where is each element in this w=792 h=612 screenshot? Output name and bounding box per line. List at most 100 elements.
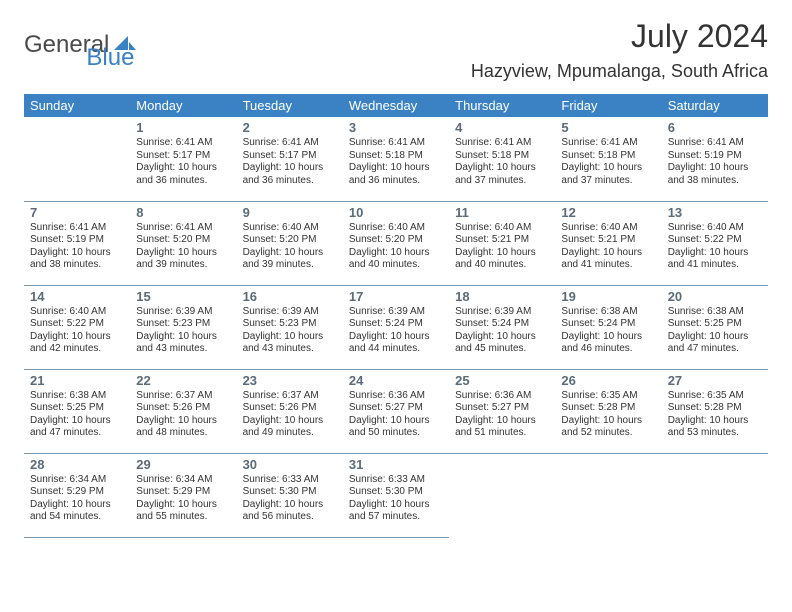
day-info-line: and 55 minutes. (136, 511, 230, 524)
day-info-line: and 46 minutes. (561, 343, 655, 356)
logo-text-blue: Blue (86, 44, 134, 72)
calendar-day-cell: 9Sunrise: 6:40 AMSunset: 5:20 PMDaylight… (237, 201, 343, 285)
dow-header: Thursday (449, 94, 555, 117)
day-number: 11 (455, 205, 549, 220)
day-number: 10 (349, 205, 443, 220)
day-info-line: Sunset: 5:26 PM (243, 402, 337, 415)
calendar-day-cell: 22Sunrise: 6:37 AMSunset: 5:26 PMDayligh… (130, 369, 236, 453)
calendar-day-cell: 29Sunrise: 6:34 AMSunset: 5:29 PMDayligh… (130, 453, 236, 537)
day-number: 28 (30, 457, 124, 472)
day-number: 8 (136, 205, 230, 220)
calendar-day-cell: 30Sunrise: 6:33 AMSunset: 5:30 PMDayligh… (237, 453, 343, 537)
day-info-line: and 41 minutes. (668, 259, 762, 272)
dow-header: Saturday (662, 94, 768, 117)
dow-header: Monday (130, 94, 236, 117)
day-info-line: Sunset: 5:24 PM (349, 318, 443, 331)
dow-header: Friday (555, 94, 661, 117)
calendar-day-cell: 8Sunrise: 6:41 AMSunset: 5:20 PMDaylight… (130, 201, 236, 285)
day-info-line: Sunrise: 6:33 AM (349, 474, 443, 487)
day-info-line: and 40 minutes. (349, 259, 443, 272)
calendar-day-cell: 19Sunrise: 6:38 AMSunset: 5:24 PMDayligh… (555, 285, 661, 369)
day-info-line: and 36 minutes. (243, 175, 337, 188)
calendar-empty-cell (449, 453, 555, 537)
day-info-line: and 36 minutes. (136, 175, 230, 188)
day-info-line: Daylight: 10 hours (243, 415, 337, 428)
day-number: 12 (561, 205, 655, 220)
day-info-line: Sunrise: 6:39 AM (349, 306, 443, 319)
day-info-line: Daylight: 10 hours (455, 247, 549, 260)
day-info-line: and 52 minutes. (561, 427, 655, 440)
location-text: Hazyview, Mpumalanga, South Africa (471, 61, 768, 82)
title-block: July 2024 Hazyview, Mpumalanga, South Af… (471, 18, 768, 82)
day-info-line: Sunset: 5:27 PM (455, 402, 549, 415)
calendar-day-cell: 21Sunrise: 6:38 AMSunset: 5:25 PMDayligh… (24, 369, 130, 453)
day-info-line: Daylight: 10 hours (668, 247, 762, 260)
calendar-day-cell: 4Sunrise: 6:41 AMSunset: 5:18 PMDaylight… (449, 117, 555, 201)
day-info-line: Daylight: 10 hours (136, 415, 230, 428)
day-number: 15 (136, 289, 230, 304)
day-info-line: Daylight: 10 hours (561, 415, 655, 428)
day-info-line: Sunset: 5:17 PM (243, 150, 337, 163)
day-info-line: Daylight: 10 hours (30, 499, 124, 512)
day-info-line: Daylight: 10 hours (243, 162, 337, 175)
day-info-line: Daylight: 10 hours (455, 415, 549, 428)
day-info-line: Daylight: 10 hours (349, 415, 443, 428)
day-info-line: Sunset: 5:23 PM (243, 318, 337, 331)
day-number: 30 (243, 457, 337, 472)
day-info-line: Daylight: 10 hours (561, 331, 655, 344)
day-number: 21 (30, 373, 124, 388)
day-info-line: Sunrise: 6:36 AM (349, 390, 443, 403)
day-info-line: and 37 minutes. (561, 175, 655, 188)
header: General Blue July 2024 Hazyview, Mpumala… (0, 0, 792, 86)
day-info-line: and 49 minutes. (243, 427, 337, 440)
day-info-line: Sunset: 5:20 PM (349, 234, 443, 247)
day-info-line: and 40 minutes. (455, 259, 549, 272)
calendar-day-cell: 14Sunrise: 6:40 AMSunset: 5:22 PMDayligh… (24, 285, 130, 369)
day-number: 26 (561, 373, 655, 388)
calendar-day-cell: 10Sunrise: 6:40 AMSunset: 5:20 PMDayligh… (343, 201, 449, 285)
day-info-line: Sunset: 5:18 PM (455, 150, 549, 163)
day-info-line: Sunset: 5:25 PM (30, 402, 124, 415)
day-info-line: and 56 minutes. (243, 511, 337, 524)
calendar-day-cell: 28Sunrise: 6:34 AMSunset: 5:29 PMDayligh… (24, 453, 130, 537)
day-info-line: Daylight: 10 hours (668, 331, 762, 344)
calendar-week-row: 7Sunrise: 6:41 AMSunset: 5:19 PMDaylight… (24, 201, 768, 285)
day-info-line: and 38 minutes. (30, 259, 124, 272)
day-info-line: Daylight: 10 hours (136, 247, 230, 260)
day-info-line: Sunset: 5:29 PM (136, 486, 230, 499)
day-info-line: Sunset: 5:30 PM (243, 486, 337, 499)
day-info-line: Sunset: 5:19 PM (668, 150, 762, 163)
day-info-line: Daylight: 10 hours (668, 162, 762, 175)
day-info-line: and 39 minutes. (136, 259, 230, 272)
day-number: 5 (561, 120, 655, 135)
calendar-day-cell: 6Sunrise: 6:41 AMSunset: 5:19 PMDaylight… (662, 117, 768, 201)
day-info-line: and 44 minutes. (349, 343, 443, 356)
day-info-line: Sunrise: 6:39 AM (136, 306, 230, 319)
day-number: 7 (30, 205, 124, 220)
day-info-line: Sunset: 5:29 PM (30, 486, 124, 499)
day-info-line: Sunrise: 6:40 AM (455, 222, 549, 235)
calendar-day-cell: 24Sunrise: 6:36 AMSunset: 5:27 PMDayligh… (343, 369, 449, 453)
day-info-line: Sunrise: 6:36 AM (455, 390, 549, 403)
day-info-line: Sunrise: 6:40 AM (30, 306, 124, 319)
day-number: 29 (136, 457, 230, 472)
day-info-line: Sunset: 5:22 PM (668, 234, 762, 247)
day-info-line: Daylight: 10 hours (349, 247, 443, 260)
day-info-line: Daylight: 10 hours (349, 331, 443, 344)
page-title: July 2024 (471, 18, 768, 55)
day-info-line: Sunrise: 6:35 AM (668, 390, 762, 403)
day-info-line: Sunrise: 6:35 AM (561, 390, 655, 403)
day-info-line: and 41 minutes. (561, 259, 655, 272)
day-of-week-row: SundayMondayTuesdayWednesdayThursdayFrid… (24, 94, 768, 117)
day-number: 2 (243, 120, 337, 135)
calendar-day-cell: 2 Sunrise: 6:41 AMSunset: 5:17 PMDaylight… (237, 117, 343, 201)
day-number: 24 (349, 373, 443, 388)
day-info-line: Sunset: 5:21 PM (455, 234, 549, 247)
day-number: 14 (30, 289, 124, 304)
day-info-line: Sunrise: 6:41 AM (243, 137, 337, 150)
day-info-line: Sunrise: 6:33 AM (243, 474, 337, 487)
day-info-line: and 57 minutes. (349, 511, 443, 524)
day-info-line: Daylight: 10 hours (561, 162, 655, 175)
day-number: 4 (455, 120, 549, 135)
day-number: 9 (243, 205, 337, 220)
